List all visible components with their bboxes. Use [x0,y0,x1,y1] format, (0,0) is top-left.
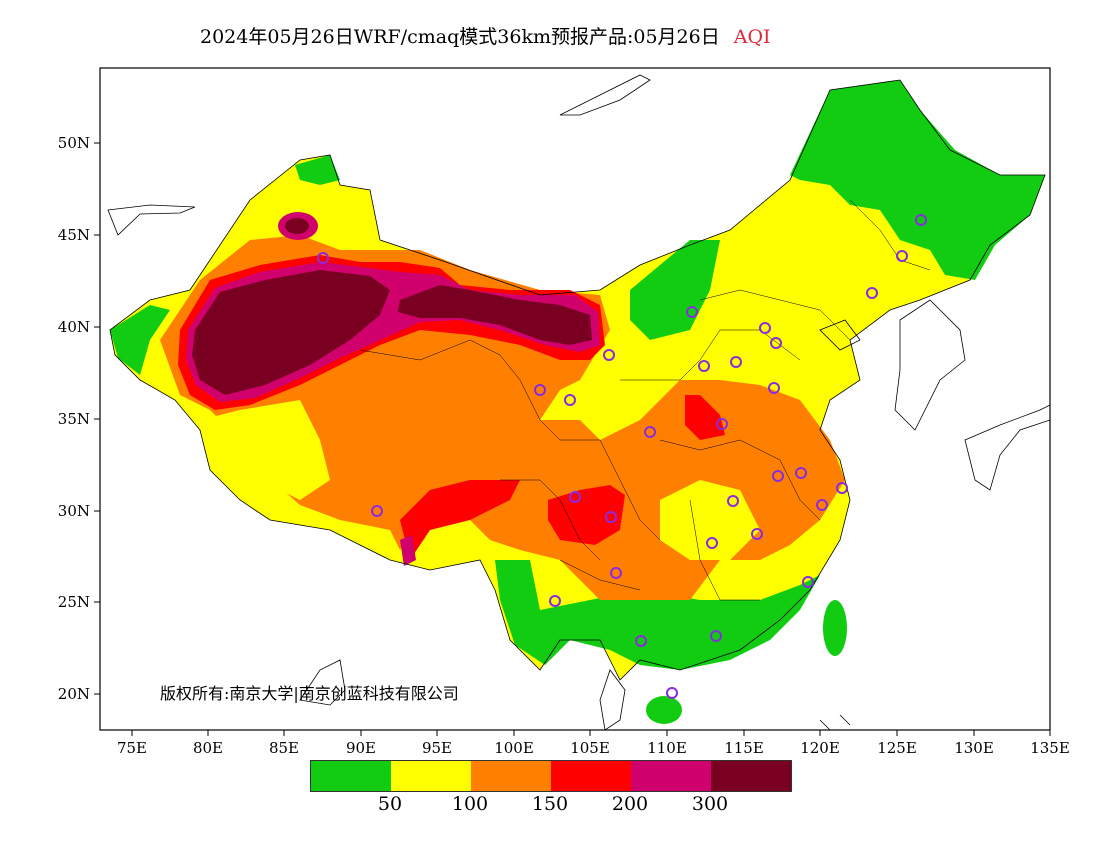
region-good-south [495,560,820,670]
station-marker [915,214,927,226]
lat-tick-label: 35N [58,410,90,428]
region-unhealthy-tibet [400,480,520,560]
station-marker [686,306,698,318]
station-marker [666,687,678,699]
lat-tick-label: 25N [58,593,90,611]
station-marker [603,349,615,361]
lat-tick-label: 30N [58,502,90,520]
station-marker [866,287,878,299]
station-marker [564,394,576,406]
boundary-lines [107,74,1051,731]
lon-tick-label: 85E [269,739,299,757]
station-marker [730,356,742,368]
title-variable: AQI [733,26,771,48]
lon-tick-label: 130E [954,739,994,757]
legend-swatch [311,761,391,791]
station-marker [635,635,647,647]
legend-label: 300 [691,793,729,815]
station-marker [795,467,807,479]
legend-swatch [711,761,791,791]
station-marker [751,528,763,540]
longitude-axis: 75E 80E 85E 90E 95E 100E 105E 110E 115E … [117,730,1070,757]
station-marker [644,426,656,438]
region-good-inner-mongolia [630,240,720,340]
region-hazardous-east [398,285,592,345]
legend-labels: 50 100 150 200 300 [0,793,1100,817]
station-marker [610,567,622,579]
copyright-text: 版权所有:南京大学|南京创蓝科技有限公司 [160,684,459,703]
region-good-taiwan [823,600,847,656]
station-marker [371,505,383,517]
region-hazardous-north-pocket [285,218,309,234]
region-unhealthy-henan [685,395,725,440]
lon-tick-label: 105E [570,739,610,757]
legend-label: 150 [531,793,569,815]
lat-tick-label: 45N [58,226,90,244]
region-good-hainan [646,696,682,724]
lon-tick-label: 100E [494,739,534,757]
lon-tick-label: 110E [647,739,687,757]
legend-swatch [631,761,711,791]
station-marker [706,537,718,549]
station-marker [569,491,581,503]
map-title: 2024年05月26日WRF/cmaq模式36km预报产品:05月26日 AQI [200,22,771,49]
station-marker [710,630,722,642]
lon-tick-label: 135E [1030,739,1070,757]
station-marker [759,322,771,334]
latitude-axis: 50N 45N 40N 35N 30N 25N 20N [58,134,100,703]
station-marker [802,576,814,588]
region-good-west [110,305,170,375]
station-marker [836,482,848,494]
legend-swatch [551,761,631,791]
lat-tick-label: 40N [58,318,90,336]
station-marker [605,511,617,523]
station-marker [772,470,784,482]
legend-swatch [391,761,471,791]
station-marker [816,499,828,511]
legend-swatch [471,761,551,791]
region-moderate-sichuan [660,480,760,560]
region-very-unhealthy-tibet [400,535,416,566]
station-marker [716,418,728,430]
station-marker [768,382,780,394]
lon-tick-label: 120E [800,739,840,757]
province-lines [359,199,931,601]
station-marker [698,360,710,372]
station-marker [770,337,782,349]
legend-label: 50 [377,793,403,815]
lon-tick-label: 115E [724,739,764,757]
station-marker [549,595,561,607]
lon-tick-label: 80E [193,739,223,757]
region-good-northwest-tip [295,155,340,185]
lon-tick-label: 90E [346,739,376,757]
station-marker [896,250,908,262]
lat-tick-label: 20N [58,685,90,703]
region-hazardous [192,270,390,395]
legend-label: 100 [451,793,489,815]
lon-tick-label: 75E [117,739,147,757]
region-unhealthy-sichuan [548,485,625,545]
station-marker [317,252,329,264]
lon-tick-label: 95E [422,739,452,757]
lat-tick-label: 50N [58,134,90,152]
title-main: 2024年05月26日WRF/cmaq模式36km预报产品:05月26日 [200,26,720,48]
legend-label: 200 [611,793,649,815]
station-marker [727,495,739,507]
lon-tick-label: 125E [877,739,917,757]
station-markers [317,214,927,699]
region-good-northeast [790,80,1045,280]
region-moderate-tibet [200,400,330,500]
station-marker [534,384,546,396]
color-legend [310,760,792,792]
